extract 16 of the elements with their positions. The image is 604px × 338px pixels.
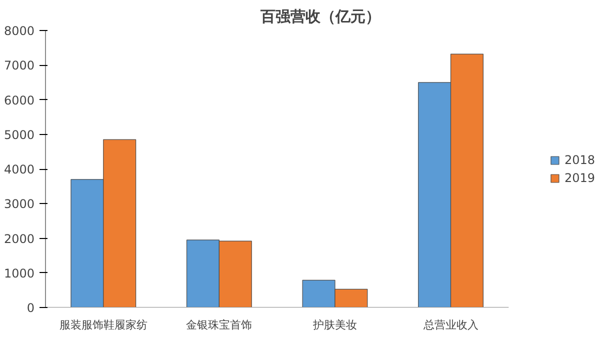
x-tick-label: 总营业收入 [422,318,478,332]
x-tick-label: 服装服饰鞋履家纺 [59,318,148,332]
legend-label: 2019 [564,170,595,184]
x-tick-label: 金银珠宝首饰 [186,318,252,332]
y-tick-label: 8000 [4,24,35,38]
x-tick-label: 护肤美妆 [312,318,357,332]
y-tick-label: 2000 [4,232,35,246]
y-tick-label: 5000 [4,128,35,142]
y-tick-label: 1000 [4,266,35,280]
y-tick-label: 3000 [4,197,35,212]
chart-title: 百强营收（亿元） [260,8,380,26]
legend-label: 2018 [564,152,595,166]
y-tick-label: 4000 [4,162,35,176]
y-tick-label: 6000 [4,93,35,108]
y-tick-label: 7000 [4,58,35,73]
y-tick-label: 0 [26,301,35,315]
